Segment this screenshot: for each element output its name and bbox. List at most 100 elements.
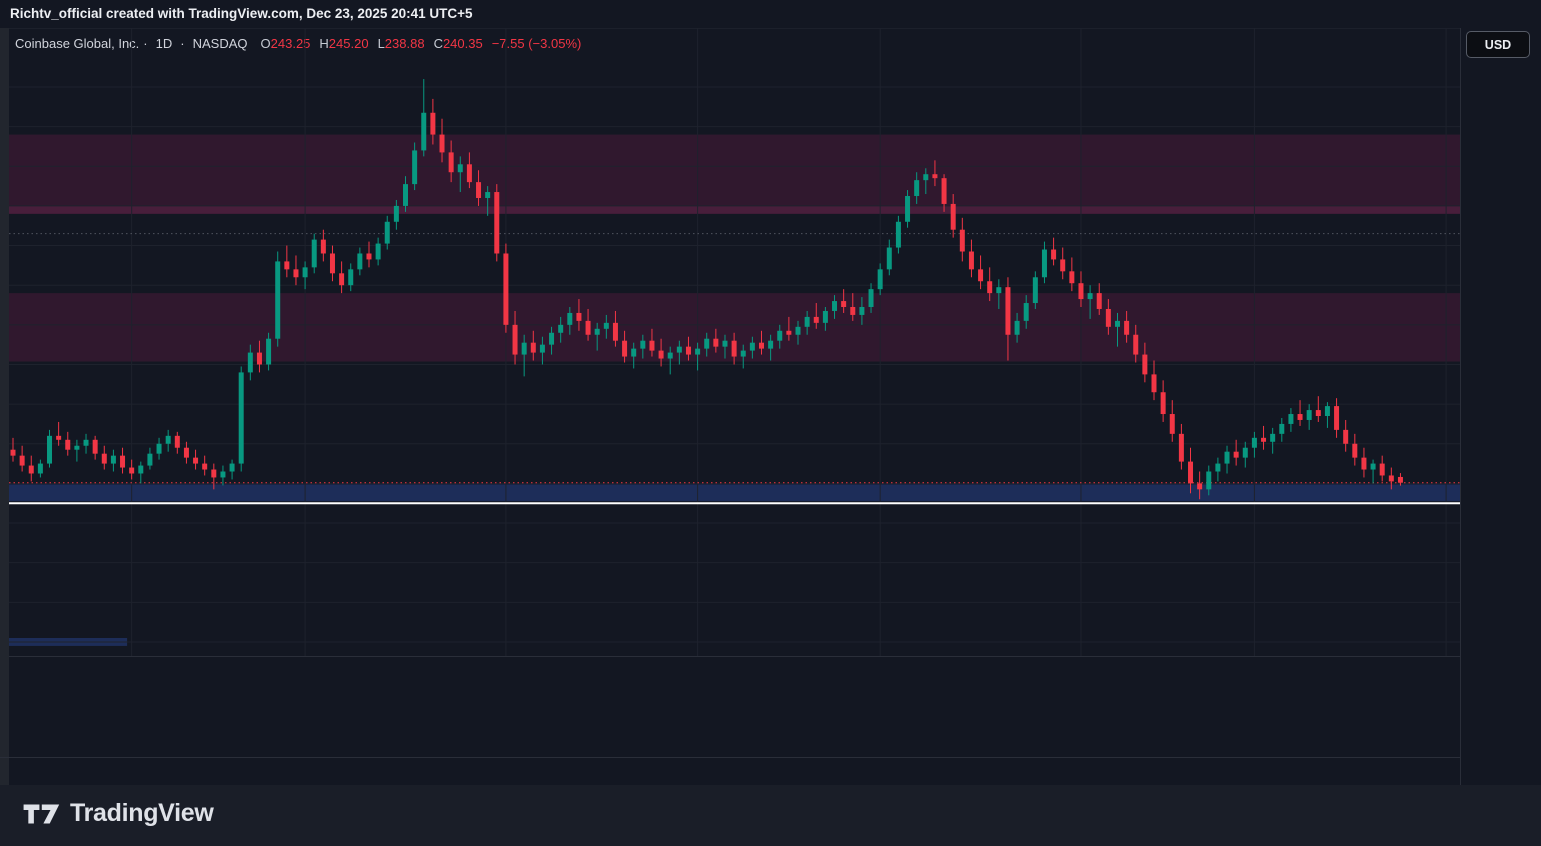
candle[interactable]	[138, 461, 144, 484]
candle[interactable]	[667, 346, 673, 375]
candle[interactable]	[293, 255, 299, 286]
candle[interactable]	[1343, 419, 1349, 452]
candle[interactable]	[1288, 408, 1294, 432]
candle[interactable]	[266, 332, 272, 371]
tradingview-logo[interactable]: TradingView	[22, 799, 214, 828]
candle[interactable]	[968, 239, 974, 278]
candle[interactable]	[275, 251, 281, 347]
candle[interactable]	[247, 344, 253, 381]
candle[interactable]	[832, 295, 838, 319]
candle[interactable]	[110, 449, 116, 472]
candle[interactable]	[1352, 433, 1358, 466]
candle[interactable]	[202, 455, 208, 476]
candle[interactable]	[868, 283, 874, 313]
candle[interactable]	[1160, 380, 1166, 422]
candle[interactable]	[476, 170, 482, 206]
candle[interactable]	[83, 433, 89, 454]
candle[interactable]	[813, 303, 819, 329]
candle[interactable]	[713, 328, 719, 353]
candle[interactable]	[959, 217, 965, 262]
pane-separator[interactable]	[0, 656, 1460, 657]
candle[interactable]	[822, 307, 828, 331]
candle[interactable]	[603, 314, 609, 339]
candle[interactable]	[430, 98, 436, 145]
candle[interactable]	[10, 437, 16, 462]
candle[interactable]	[731, 332, 737, 365]
candle[interactable]	[950, 194, 956, 238]
candle[interactable]	[567, 307, 573, 335]
candle[interactable]	[1215, 457, 1221, 482]
candle[interactable]	[92, 435, 98, 460]
candle[interactable]	[1124, 310, 1130, 343]
candle[interactable]	[914, 172, 920, 204]
candle[interactable]	[466, 152, 472, 189]
candle[interactable]	[366, 241, 372, 268]
candle[interactable]	[503, 243, 509, 333]
candle[interactable]	[1370, 459, 1376, 484]
candle[interactable]	[1041, 241, 1047, 284]
candle[interactable]	[47, 429, 53, 468]
candle[interactable]	[576, 299, 582, 331]
candle[interactable]	[640, 334, 646, 359]
candle[interactable]	[740, 344, 746, 369]
candle[interactable]	[439, 118, 445, 163]
candle[interactable]	[704, 332, 710, 357]
candle[interactable]	[841, 289, 847, 313]
candle[interactable]	[786, 316, 792, 341]
candle[interactable]	[1279, 417, 1285, 442]
candle[interactable]	[1379, 455, 1385, 482]
candle[interactable]	[1060, 247, 1066, 280]
candle[interactable]	[923, 168, 929, 195]
candle[interactable]	[1051, 237, 1057, 266]
candle[interactable]	[56, 421, 62, 446]
price-pane[interactable]	[0, 28, 1460, 657]
candle[interactable]	[777, 324, 783, 349]
candle[interactable]	[749, 336, 755, 359]
currency-toggle-button[interactable]: USD	[1466, 31, 1530, 58]
candle[interactable]	[256, 340, 262, 373]
candle[interactable]	[850, 293, 856, 321]
candle[interactable]	[685, 336, 691, 361]
price-axis[interactable]	[1460, 28, 1541, 785]
candle[interactable]	[859, 297, 865, 325]
candle[interactable]	[612, 310, 618, 347]
candle[interactable]	[895, 215, 901, 254]
candle[interactable]	[521, 334, 527, 377]
candle[interactable]	[1261, 425, 1267, 450]
time-axis[interactable]	[0, 757, 1460, 786]
candle[interactable]	[1334, 398, 1340, 438]
candle[interactable]	[1005, 277, 1011, 361]
candle[interactable]	[220, 465, 226, 486]
candle[interactable]	[129, 459, 135, 480]
candle[interactable]	[165, 429, 171, 452]
candle[interactable]	[1096, 283, 1102, 315]
candle[interactable]	[1224, 445, 1230, 474]
candle[interactable]	[174, 431, 180, 454]
candle[interactable]	[485, 186, 491, 216]
candle[interactable]	[1233, 439, 1239, 466]
candle[interactable]	[932, 160, 938, 187]
candle[interactable]	[886, 239, 892, 276]
candle[interactable]	[1023, 295, 1029, 329]
candle[interactable]	[211, 463, 217, 490]
candle[interactable]	[978, 255, 984, 290]
candle[interactable]	[375, 237, 381, 266]
candle[interactable]	[1014, 312, 1020, 343]
candle[interactable]	[1032, 271, 1038, 309]
candle[interactable]	[37, 459, 43, 478]
candle[interactable]	[403, 176, 409, 212]
candle[interactable]	[758, 330, 764, 355]
candle[interactable]	[1069, 257, 1075, 292]
candle[interactable]	[1324, 402, 1330, 428]
candle[interactable]	[722, 334, 728, 359]
candle[interactable]	[339, 261, 345, 294]
candle[interactable]	[1178, 423, 1184, 470]
candle[interactable]	[28, 455, 34, 482]
timeframe-label[interactable]: 1D	[155, 36, 173, 51]
candle[interactable]	[1388, 467, 1394, 490]
candle[interactable]	[357, 247, 363, 276]
candle[interactable]	[768, 334, 774, 361]
candle[interactable]	[622, 330, 628, 363]
candle[interactable]	[74, 439, 80, 462]
candle[interactable]	[302, 261, 308, 290]
